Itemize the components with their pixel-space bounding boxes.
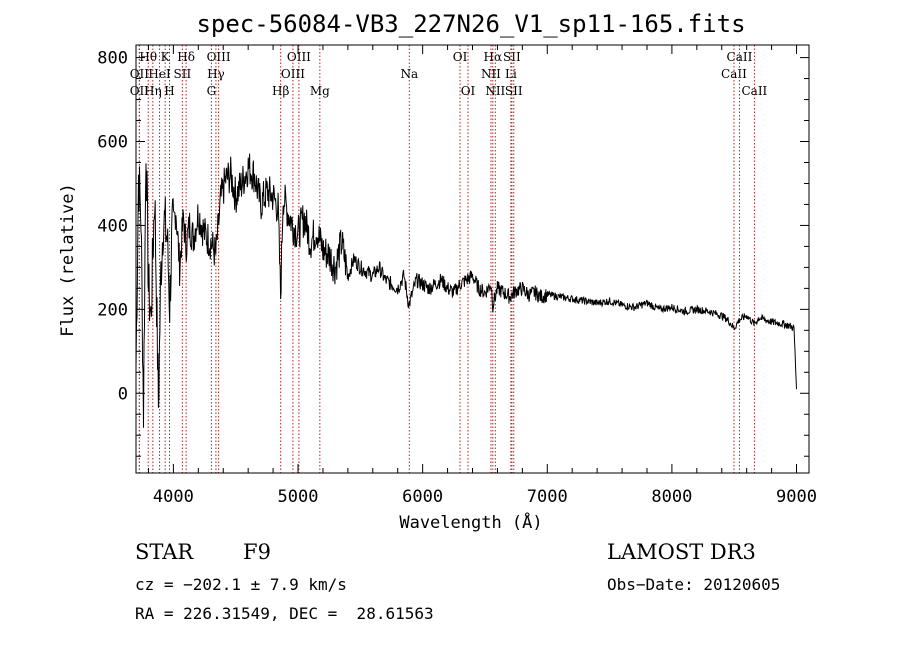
flux-series <box>135 153 797 428</box>
x-tick-label: 8000 <box>651 487 692 507</box>
line-label-oi: OI <box>461 84 476 98</box>
observation-date: Obs−Date: 20120605 <box>607 575 781 594</box>
line-label-hei: HeI <box>148 67 171 81</box>
x-tick-label: 7000 <box>527 487 568 507</box>
line-label-hα: Hα <box>484 50 503 64</box>
line-label-h: H <box>164 84 174 98</box>
line-label-oiii: OIII <box>281 67 305 81</box>
line-label-sii: SII <box>503 50 521 64</box>
line-label-k: K <box>161 50 171 64</box>
x-tick-label: 4000 <box>153 487 194 507</box>
x-tick-label: 9000 <box>776 487 817 507</box>
x-tick-label: 6000 <box>402 487 443 507</box>
coordinates-readout: RA = 226.31549, DEC = 28.61563 <box>135 604 434 623</box>
line-label-hη: Hη <box>144 84 162 98</box>
line-label-sii: SII <box>174 67 192 81</box>
line-label-li: Li <box>505 67 517 81</box>
line-label-mg: Mg <box>310 84 330 98</box>
line-label-hβ: Hβ <box>272 84 289 98</box>
line-label-g: G <box>207 84 217 98</box>
x-tick-label: 5000 <box>278 487 319 507</box>
line-label-hγ: Hγ <box>207 67 225 81</box>
line-label-caii: CaII <box>727 50 753 64</box>
x-axis-label: Wavelength (Å) <box>399 511 542 533</box>
line-label-oii: OII <box>130 84 150 98</box>
object-class: STAR <box>135 540 194 564</box>
line-label-nii: NII <box>485 84 505 98</box>
chart-title: spec-56084-VB3_227N26_V1_sp11-165.fits <box>196 10 745 38</box>
line-label-hθ: Hθ <box>139 50 157 64</box>
redshift-readout: cz = −202.1 ± 7.9 km/s <box>135 575 347 594</box>
y-tick-label: 0 <box>118 384 128 404</box>
object-subclass: F9 <box>243 540 271 564</box>
plot-frame <box>135 44 810 474</box>
line-label-na: Na <box>400 67 418 81</box>
y-axis: 0 200 400 600 800 <box>97 49 809 457</box>
y-tick-label: 400 <box>97 216 128 236</box>
y-tick-label: 600 <box>97 133 128 153</box>
x-axis: 4000 5000 6000 7000 8000 9000 <box>147 45 817 507</box>
line-label-oiii: OIII <box>287 50 311 64</box>
y-tick-label: 800 <box>97 49 128 69</box>
line-label-oi: OI <box>453 50 468 64</box>
line-label-nii: NII <box>481 67 501 81</box>
line-label-caii: CaII <box>721 67 747 81</box>
line-label-caii: CaII <box>741 84 767 98</box>
survey-name: LAMOST DR3 <box>607 540 756 564</box>
line-label-hδ: Hδ <box>177 50 195 64</box>
y-tick-label: 200 <box>97 300 128 320</box>
line-label-oiii: OIII <box>207 50 231 64</box>
y-axis-label: Flux (relative) <box>58 183 78 337</box>
flux-line <box>135 153 797 428</box>
line-label-sii: SII <box>505 84 523 98</box>
